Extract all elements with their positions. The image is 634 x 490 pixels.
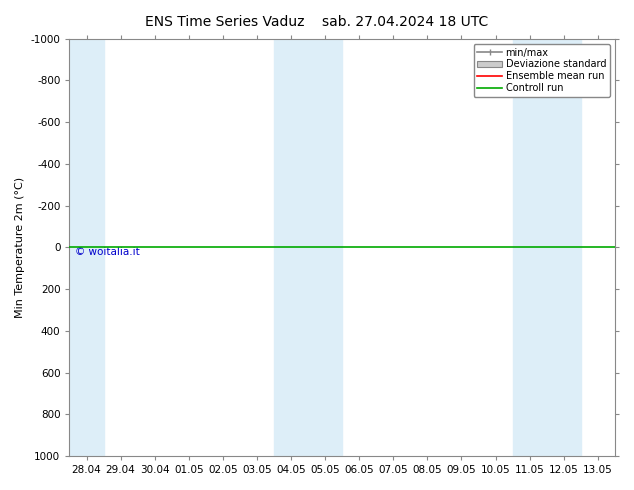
Text: © woitalia.it: © woitalia.it xyxy=(75,246,139,257)
Bar xyxy=(274,39,342,456)
Legend: min/max, Deviazione standard, Ensemble mean run, Controll run: min/max, Deviazione standard, Ensemble m… xyxy=(474,44,610,97)
Bar xyxy=(70,39,103,456)
Bar xyxy=(512,39,581,456)
Text: ENS Time Series Vaduz    sab. 27.04.2024 18 UTC: ENS Time Series Vaduz sab. 27.04.2024 18… xyxy=(145,15,489,29)
Y-axis label: Min Temperature 2m (°C): Min Temperature 2m (°C) xyxy=(15,177,25,318)
